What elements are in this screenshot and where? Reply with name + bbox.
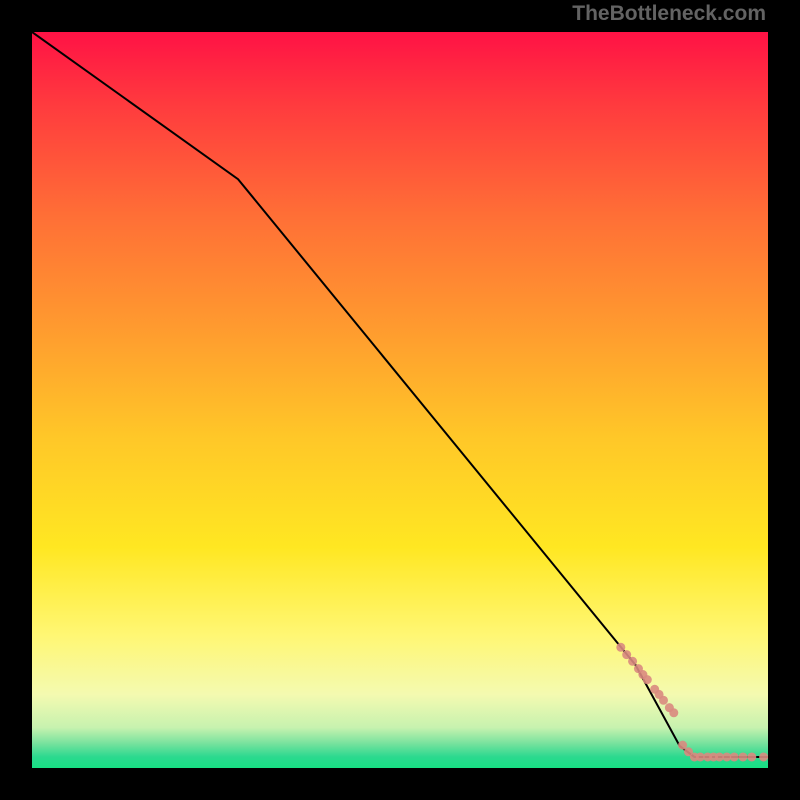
chart-frame: TheBottleneck.com: [0, 0, 800, 800]
plot-background: [32, 32, 768, 768]
chart-plot: [32, 32, 768, 768]
curve-marker: [616, 643, 625, 652]
curve-marker: [643, 675, 652, 684]
curve-marker: [738, 752, 747, 761]
curve-marker: [659, 696, 668, 705]
curve-marker: [669, 708, 678, 717]
curve-marker: [730, 752, 739, 761]
curve-marker: [747, 752, 756, 761]
watermark-text: TheBottleneck.com: [572, 2, 766, 26]
curve-marker: [628, 657, 637, 666]
curve-marker: [759, 752, 768, 761]
